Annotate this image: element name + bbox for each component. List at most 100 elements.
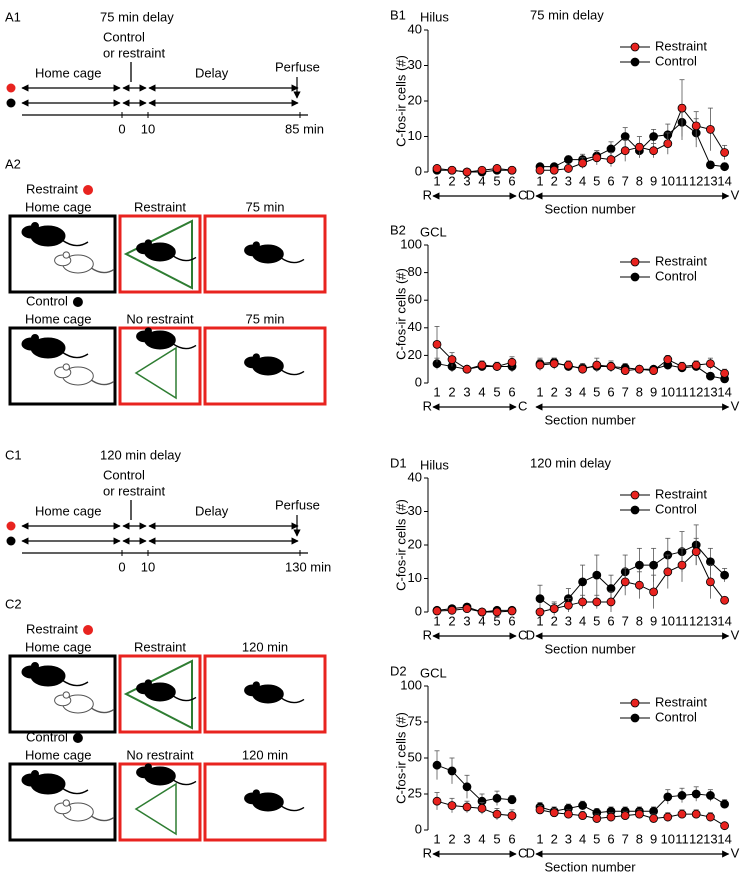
rat-tail — [90, 815, 115, 822]
timeline-title: 120 min delay — [100, 447, 181, 462]
data-point — [592, 153, 602, 163]
restraint-box — [118, 214, 202, 294]
delay-box — [203, 654, 327, 734]
y-tick-label: 50 — [408, 749, 422, 764]
segment-end: V — [731, 845, 740, 860]
group-dot — [6, 521, 16, 531]
y-tick-label: 20 — [408, 347, 422, 362]
x-tick-label: 2 — [551, 384, 558, 399]
rat-ear — [252, 241, 260, 249]
group-label: Control — [26, 293, 68, 308]
data-point — [507, 357, 517, 367]
legend-label: Control — [655, 268, 697, 283]
x-tick-label: 1 — [433, 831, 440, 846]
rat-ear — [31, 662, 39, 670]
x-tick-label: 12 — [689, 613, 703, 628]
rat-ear — [144, 327, 152, 335]
panel-label: B2 — [390, 222, 406, 237]
data-point — [635, 560, 644, 570]
data-point — [492, 607, 502, 617]
rat-ear — [252, 353, 260, 361]
rat-ear — [62, 363, 70, 371]
x-axis-label: Section number — [544, 859, 636, 874]
rat-tail — [280, 257, 305, 264]
rat-ear — [62, 799, 70, 807]
y-axis-label: C-fos-ir cells (#) — [393, 499, 408, 591]
time-label: 130 min — [285, 559, 331, 574]
x-tick-label: 4 — [579, 173, 586, 188]
panel-label: C1 — [5, 447, 22, 462]
legend-marker — [630, 490, 640, 500]
data-point — [578, 811, 587, 820]
y-tick-label: 30 — [408, 503, 422, 518]
y-tick-label: 40 — [408, 21, 422, 36]
data-point — [606, 584, 616, 593]
x-tick-label: 7 — [622, 831, 629, 846]
data-point — [549, 808, 559, 818]
x-axis-label: Section number — [544, 201, 636, 216]
data-point — [549, 359, 559, 369]
x-tick-label: 10 — [661, 173, 675, 188]
region-label: Hilus — [420, 457, 449, 472]
x-tick-label: 1 — [433, 613, 440, 628]
column-header: 75 min — [245, 311, 284, 326]
x-tick-label: 1 — [536, 173, 543, 188]
y-tick-label: 0 — [415, 163, 422, 178]
data-point — [635, 809, 644, 819]
data-point — [492, 793, 502, 803]
x-tick-label: 5 — [593, 831, 600, 846]
time-label: 85 min — [285, 121, 324, 136]
data-point — [462, 167, 472, 177]
x-tick-label: 11 — [675, 831, 689, 846]
x-tick-label: 9 — [650, 173, 657, 188]
data-point — [663, 139, 673, 149]
x-tick-label: 14 — [717, 173, 731, 188]
data-point — [492, 362, 502, 371]
data-point — [706, 812, 715, 822]
segment-end: C — [518, 187, 527, 202]
y-tick-label: 0 — [415, 821, 422, 836]
y-axis-label: C-fos-ir cells (#) — [393, 55, 408, 147]
rat-tail — [172, 779, 197, 786]
rat-ear — [144, 763, 152, 771]
home-cage-box — [8, 654, 117, 734]
legend-marker — [630, 698, 640, 708]
x-tick-label: 6 — [508, 173, 515, 188]
chart-title: 75 min delay — [530, 7, 604, 22]
panel-label: C2 — [5, 596, 22, 611]
x-tick-label: 2 — [448, 173, 455, 188]
data-point — [635, 580, 644, 590]
region-label: GCL — [420, 665, 447, 680]
x-tick-label: 1 — [433, 384, 440, 399]
group-label: Control — [26, 729, 68, 744]
x-tick-label: 5 — [593, 384, 600, 399]
x-tick-label: 6 — [607, 831, 614, 846]
x-tick-label: 11 — [675, 173, 689, 188]
data-point — [635, 364, 644, 374]
data-point — [620, 146, 630, 156]
group-label: Restraint — [26, 621, 78, 636]
segment-end: C — [518, 845, 527, 860]
data-point — [691, 809, 701, 819]
data-point — [535, 594, 545, 603]
data-point — [706, 557, 715, 567]
data-point — [578, 364, 587, 374]
chart-title: 120 min delay — [530, 455, 611, 470]
data-point — [606, 144, 616, 154]
data-point — [535, 360, 545, 370]
y-tick-label: 80 — [408, 264, 422, 279]
segment-start: D — [526, 845, 535, 860]
column-header: Home cage — [25, 747, 91, 762]
region-label: GCL — [420, 224, 447, 239]
x-tick-label: 3 — [463, 613, 470, 628]
data-point — [620, 811, 630, 820]
rat-tail — [90, 267, 115, 274]
x-tick-label: 2 — [448, 831, 455, 846]
event-label: or restraint — [103, 45, 166, 60]
x-tick-label: 7 — [622, 384, 629, 399]
segment-end: V — [731, 627, 740, 642]
y-tick-label: 20 — [408, 92, 422, 107]
x-tick-label: 1 — [536, 831, 543, 846]
phase-label: Delay — [195, 65, 229, 80]
